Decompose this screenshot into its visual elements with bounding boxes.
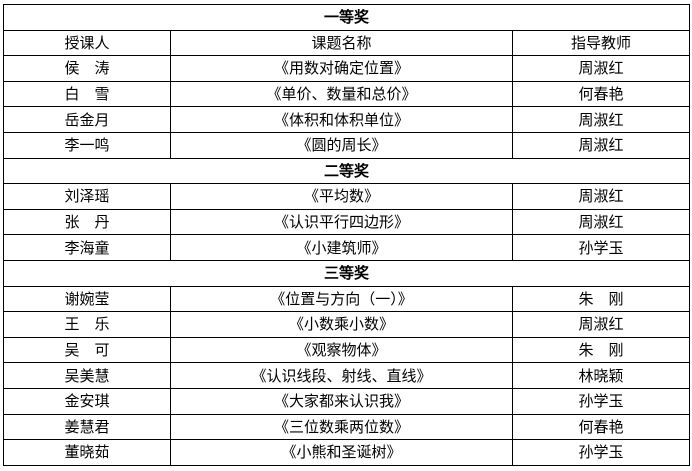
advisor-cell: 周淑红 xyxy=(511,131,691,159)
table-row: 李一鸣 《圆的周长》 周淑红 xyxy=(3,131,691,159)
advisor-cell: 何春艳 xyxy=(511,80,691,108)
advisor-cell: 周淑红 xyxy=(511,55,691,82)
lesson-title-cell: 《位置与方向（一）》 xyxy=(170,285,513,313)
lesson-title-cell: 《小数乘小数》 xyxy=(170,311,513,338)
table-row: 谢婉莹 《位置与方向（一）》朱 刚 xyxy=(3,285,691,313)
teacher-name-cell: 白 雪 xyxy=(3,80,171,108)
teacher-name-cell: 董晓茹 xyxy=(3,439,171,466)
advisor-cell: 朱 刚 xyxy=(511,336,691,364)
column-header: 指导教师 xyxy=(511,29,691,57)
section-header-row: 一等奖 xyxy=(2,4,691,31)
table-row: 吴 可《观察物体》朱 刚 xyxy=(3,336,691,364)
advisor-cell: 孙学玉 xyxy=(511,234,691,261)
table-row: 吴美慧 《认识线段、射线、直线》 林晓颖 xyxy=(3,362,691,389)
advisor-cell: 周淑红 xyxy=(511,311,691,338)
advisor-cell: 孙学玉 xyxy=(511,387,691,415)
lesson-title-cell: 《单价、数量和总价》 xyxy=(170,80,513,108)
lesson-title-cell: 《小熊和圣诞树》 xyxy=(170,439,513,466)
lesson-title-cell: 《认识线段、射线、直线》 xyxy=(170,362,513,389)
lesson-title-cell: 《三位数乘两位数》 xyxy=(170,413,513,441)
table-row: 李海童 《小建筑师》 孙学玉 xyxy=(3,234,691,261)
teacher-name-cell: 姜慧君 xyxy=(3,413,171,441)
lesson-title-cell: 《小建筑师》 xyxy=(170,234,513,261)
table-row: 刘泽瑶 《平均数》 周淑红 xyxy=(3,183,691,210)
advisor-cell: 孙学玉 xyxy=(511,439,691,466)
column-header: 课题名称 xyxy=(170,29,513,57)
teacher-name-cell: 吴美慧 xyxy=(3,362,171,389)
award-table: 一等奖 授课人 课题名称 指导教师侯 涛《用数对确定位置》 周淑红白 雪《单价、数量和总… xyxy=(2,4,691,466)
section-title: 二等奖 xyxy=(2,157,691,185)
table-row: 白 雪《单价、数量和总价》 何春艳 xyxy=(3,80,691,108)
lesson-title-cell: 《观察物体》 xyxy=(170,336,513,364)
table-row: 张 丹《认识平行四边形》 周淑红 xyxy=(3,208,691,236)
table-row: 金安琪 《大家都来认识我》 孙学玉 xyxy=(3,387,691,415)
column-header-row: 授课人 课题名称 指导教师 xyxy=(3,29,691,57)
table-row: 侯 涛《用数对确定位置》 周淑红 xyxy=(3,55,691,82)
table-row: 董晓茹 《小熊和圣诞树》 孙学玉 xyxy=(3,439,691,466)
teacher-name-cell: 侯 涛 xyxy=(3,55,171,82)
section-title: 三等奖 xyxy=(2,259,691,287)
advisor-cell: 周淑红 xyxy=(511,106,691,133)
table-row: 王 乐《小数乘小数》 周淑红 xyxy=(3,311,691,338)
table-row: 姜慧君 《三位数乘两位数》 何春艳 xyxy=(3,413,691,441)
teacher-name-cell: 金安琪 xyxy=(3,387,171,415)
teacher-name-cell: 李海童 xyxy=(3,234,171,261)
lesson-title-cell: 《平均数》 xyxy=(170,183,513,210)
lesson-title-cell: 《大家都来认识我》 xyxy=(170,387,513,415)
advisor-cell: 林晓颖 xyxy=(511,362,691,389)
teacher-name-cell: 王 乐 xyxy=(3,311,171,338)
section-title: 一等奖 xyxy=(2,4,691,31)
advisor-cell: 朱 刚 xyxy=(511,285,691,313)
column-header: 授课人 xyxy=(3,29,171,57)
advisor-cell: 何春艳 xyxy=(511,413,691,441)
table-row: 岳金月 《体积和体积单位》 周淑红 xyxy=(3,106,691,133)
teacher-name-cell: 谢婉莹 xyxy=(3,285,171,313)
advisor-cell: 周淑红 xyxy=(511,208,691,236)
section-header-row: 二等奖 xyxy=(2,157,691,185)
lesson-title-cell: 《体积和体积单位》 xyxy=(170,106,513,133)
lesson-title-cell: 《用数对确定位置》 xyxy=(170,55,513,82)
section-header-row: 三等奖 xyxy=(2,259,691,287)
teacher-name-cell: 吴 可 xyxy=(3,336,171,364)
teacher-name-cell: 岳金月 xyxy=(3,106,171,133)
lesson-title-cell: 《认识平行四边形》 xyxy=(170,208,513,236)
lesson-title-cell: 《圆的周长》 xyxy=(170,131,513,159)
teacher-name-cell: 刘泽瑶 xyxy=(3,183,171,210)
teacher-name-cell: 张 丹 xyxy=(3,208,171,236)
advisor-cell: 周淑红 xyxy=(511,183,691,210)
teacher-name-cell: 李一鸣 xyxy=(3,131,171,159)
